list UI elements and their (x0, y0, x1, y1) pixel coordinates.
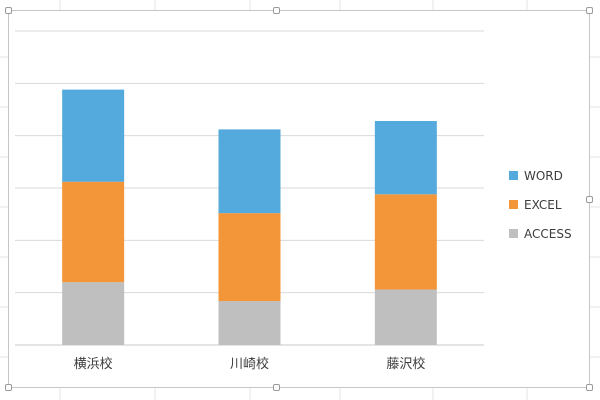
legend-item-excel[interactable]: EXCEL (509, 190, 572, 219)
chart-object[interactable]: 横浜校 川崎校 藤沢校 WORD EXCEL ACCESS (5, 7, 593, 391)
resize-handle-bottom-left[interactable] (5, 384, 12, 391)
category-label: 川崎校 (230, 356, 269, 372)
bar-segment-excel-1[interactable] (62, 181, 125, 283)
resize-handle-bottom-right[interactable] (586, 384, 593, 391)
resize-handle-right[interactable] (586, 196, 593, 203)
bar-segment-word-1[interactable] (62, 89, 125, 182)
bar-segment-excel-3[interactable] (374, 194, 437, 290)
legend-item-access[interactable]: ACCESS (509, 219, 572, 248)
bar-segment-access-1[interactable] (62, 282, 125, 345)
legend-label: ACCESS (524, 226, 572, 241)
legend-swatch (509, 171, 518, 180)
resize-handle-top-left[interactable] (5, 7, 12, 14)
resize-handle-top[interactable] (273, 7, 280, 14)
resize-handle-top-right[interactable] (586, 7, 593, 14)
category-label: 横浜校 (74, 356, 113, 372)
legend: WORD EXCEL ACCESS (509, 161, 572, 248)
bar-segment-word-3[interactable] (374, 121, 437, 195)
bar-segment-access-3[interactable] (374, 289, 437, 345)
plot-area: 横浜校 川崎校 藤沢校 (15, 30, 484, 372)
bar-segment-word-2[interactable] (218, 129, 281, 214)
resize-handle-bottom[interactable] (273, 384, 280, 391)
legend-item-word[interactable]: WORD (509, 161, 572, 190)
legend-swatch (509, 229, 518, 238)
legend-label: EXCEL (524, 197, 562, 212)
bar-segment-excel-2[interactable] (218, 213, 281, 302)
bar-segment-access-2[interactable] (218, 301, 281, 345)
legend-swatch (509, 200, 518, 209)
category-label: 藤沢校 (386, 356, 425, 372)
legend-label: WORD (524, 168, 563, 183)
